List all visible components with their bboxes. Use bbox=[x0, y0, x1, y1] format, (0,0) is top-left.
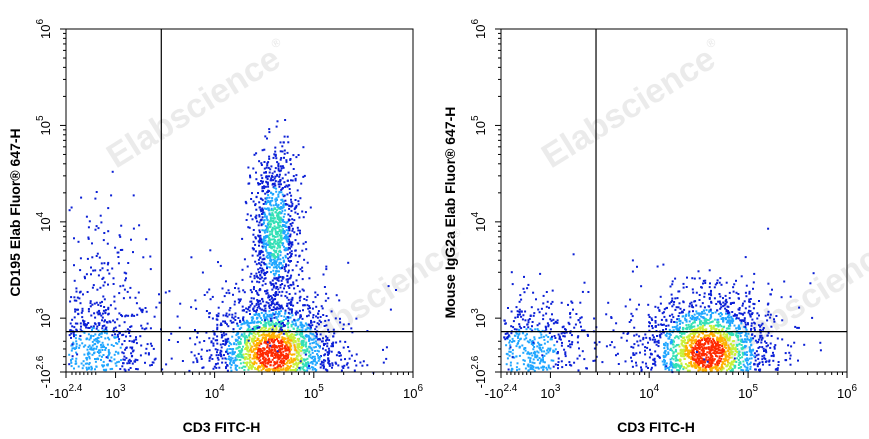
x-axis-title: CD3 FITC-H bbox=[617, 419, 695, 435]
y-tick-base: -10 bbox=[473, 370, 488, 389]
plot-frame bbox=[500, 28, 848, 373]
x-tick-base: 10 bbox=[403, 386, 417, 401]
y-tick-base: 10 bbox=[473, 25, 488, 39]
watermark: Elabscience®Elabscience® bbox=[535, 35, 869, 366]
watermark-text: Elabscience bbox=[535, 39, 722, 175]
y-tick-label: 103 bbox=[470, 308, 488, 328]
y-tick-base: 10 bbox=[38, 314, 53, 328]
y-tick-exponent: 2.6 bbox=[35, 355, 46, 369]
y-tick-base: 10 bbox=[38, 217, 53, 231]
x-tick-label: -102.4 bbox=[485, 383, 518, 401]
x-tick-label: 106 bbox=[403, 383, 423, 401]
x-tick-base: 10 bbox=[304, 386, 318, 401]
x-axis-title: CD3 FITC-H bbox=[183, 419, 261, 435]
watermark-text: Elabscience bbox=[100, 39, 287, 175]
y-tick-base: 10 bbox=[473, 314, 488, 328]
x-tick-exponent: 6 bbox=[851, 383, 857, 394]
y-tick-base: 10 bbox=[38, 25, 53, 39]
x-tick-exponent: 4 bbox=[654, 383, 660, 394]
y-tick-exponent: 4 bbox=[35, 211, 46, 217]
y-tick-exponent: 6 bbox=[470, 19, 481, 25]
x-tick-label: -102.4 bbox=[50, 383, 83, 401]
y-tick-label: 106 bbox=[35, 19, 53, 39]
y-tick-label: 105 bbox=[35, 115, 53, 135]
x-tick-base: 10 bbox=[540, 386, 554, 401]
x-tick-label: 105 bbox=[738, 383, 758, 401]
density-dots bbox=[68, 119, 397, 374]
y-tick-exponent: 4 bbox=[470, 211, 481, 217]
x-tick-exponent: 5 bbox=[318, 383, 324, 394]
x-tick-exponent: 4 bbox=[219, 383, 225, 394]
y-tick-label: 104 bbox=[470, 211, 488, 231]
y-tick-base: 10 bbox=[473, 121, 488, 135]
y-tick-exponent: 6 bbox=[35, 19, 46, 25]
x-tick-exponent: 6 bbox=[417, 383, 423, 394]
y-tick-label: 105 bbox=[470, 115, 488, 135]
x-tick-base: -10 bbox=[50, 386, 69, 401]
plot-frame bbox=[65, 28, 414, 373]
chart-panel-1: Elabscience®Elabscience®-102.4 103 104 105 1… bbox=[7, 19, 467, 435]
x-tick-base: -10 bbox=[485, 386, 504, 401]
x-tick-exponent: 5 bbox=[753, 383, 759, 394]
y-tick-base: 10 bbox=[473, 217, 488, 231]
x-tick-exponent: 3 bbox=[120, 383, 126, 394]
y-tick-exponent: 2.6 bbox=[470, 355, 481, 369]
x-tick-label: 103 bbox=[106, 383, 126, 401]
x-tick-base: 10 bbox=[106, 386, 120, 401]
x-tick-exponent: 2.4 bbox=[68, 383, 82, 394]
y-tick-label: 106 bbox=[470, 19, 488, 39]
y-tick-exponent: 3 bbox=[35, 308, 46, 314]
x-tick-label: 104 bbox=[639, 383, 659, 401]
x-tick-base: 10 bbox=[738, 386, 752, 401]
chart-panel-2: Elabscience®Elabscience®-102.41031041051… bbox=[442, 19, 869, 435]
y-tick-exponent: 5 bbox=[470, 115, 481, 121]
y-tick-label: 104 bbox=[35, 211, 53, 231]
x-tick-base: 10 bbox=[205, 386, 219, 401]
y-tick-exponent: 3 bbox=[470, 308, 481, 314]
x-tick-label: 105 bbox=[304, 383, 324, 401]
y-tick-label: 103 bbox=[35, 308, 53, 328]
x-tick-label: 104 bbox=[205, 383, 225, 401]
y-axis-title: CD195 Elab Fluor® 647-H bbox=[7, 128, 23, 296]
y-axis-title: Mouse IgG2a Elab Fluor® 647-H bbox=[442, 107, 458, 319]
y-tick-label: -102.6 bbox=[470, 355, 488, 388]
x-tick-label: 103 bbox=[540, 383, 560, 401]
y-tick-base: -10 bbox=[38, 370, 53, 389]
y-tick-base: 10 bbox=[38, 121, 53, 135]
y-tick-label: -102.6 bbox=[35, 355, 53, 388]
y-tick-exponent: 5 bbox=[35, 115, 46, 121]
x-tick-exponent: 3 bbox=[555, 383, 561, 394]
x-tick-base: 10 bbox=[837, 386, 851, 401]
x-tick-base: 10 bbox=[639, 386, 653, 401]
x-tick-exponent: 2.4 bbox=[503, 383, 517, 394]
density-dots bbox=[503, 227, 822, 374]
x-tick-label: 106 bbox=[837, 383, 857, 401]
